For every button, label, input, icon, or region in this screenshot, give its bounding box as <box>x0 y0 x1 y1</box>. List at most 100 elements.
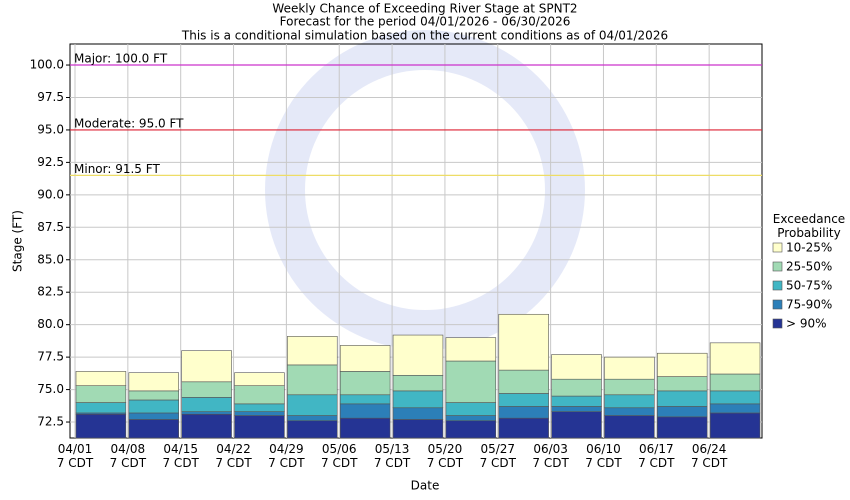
y-tick-label: 87.5 <box>37 220 64 234</box>
bar-segment <box>234 403 285 412</box>
bar-segment <box>709 390 761 405</box>
y-tick-label: 85.0 <box>37 252 64 266</box>
legend-swatch <box>772 318 783 329</box>
y-tick-label: 75.0 <box>37 382 64 396</box>
bar-segment <box>551 411 602 439</box>
bar-segment <box>234 385 285 405</box>
bar-segment <box>339 417 391 439</box>
y-tick-label: 100.0 <box>30 58 64 72</box>
bar-segment <box>551 406 602 412</box>
y-tick-label: 95.0 <box>37 122 64 136</box>
bar-segment <box>709 342 761 375</box>
watermark <box>265 30 585 350</box>
chart-title: Weekly Chance of Exceeding River Stage a… <box>272 2 577 16</box>
x-tick-label: 06/24 7 CDT <box>690 442 728 470</box>
bar-segment <box>657 390 708 407</box>
y-tick-label: 92.5 <box>37 155 64 169</box>
bar-segment <box>392 374 444 392</box>
threshold-label: Moderate: 95.0 FT <box>74 116 184 130</box>
x-tick-label: 04/29 7 CDT <box>268 442 305 470</box>
bar-segment <box>551 378 602 397</box>
bar-segment <box>445 360 497 403</box>
bar-segment <box>657 416 708 439</box>
x-tick-label: 05/13 7 CDT <box>373 442 411 470</box>
legend-swatch <box>772 299 783 310</box>
y-tick-label: 80.0 <box>37 317 64 331</box>
bar-segment <box>181 350 232 383</box>
bar-segment <box>709 412 761 439</box>
bar-segment <box>551 354 602 380</box>
legend-label: 10-25% <box>786 241 832 255</box>
y-tick-label: 97.5 <box>37 90 64 104</box>
bar-segment <box>498 393 549 407</box>
bar-segment <box>339 403 391 419</box>
bar-segment <box>128 390 179 401</box>
legend-label: 25-50% <box>786 260 832 274</box>
bar-segment <box>657 406 708 418</box>
bar-segment <box>498 406 549 419</box>
bar-segment <box>287 420 338 439</box>
legend-label: 50-75% <box>786 279 832 293</box>
bar-segment <box>657 352 708 377</box>
bar-segment <box>445 402 497 416</box>
bar-segment <box>234 372 285 386</box>
y-tick-label: 72.5 <box>37 415 64 429</box>
x-tick-label: 05/06 7 CDT <box>321 442 358 470</box>
x-tick-label: 05/27 7 CDT <box>479 442 516 470</box>
x-tick-label: 06/03 7 CDT <box>532 442 569 470</box>
bar-segment <box>234 415 285 439</box>
bar-segment <box>709 373 761 392</box>
bar-segment <box>392 390 444 409</box>
x-tick-label: 04/22 7 CDT <box>215 442 252 470</box>
y-axis-label: Stage (FT) <box>11 210 25 272</box>
bar-segment <box>287 336 338 366</box>
x-tick-label: 06/17 7 CDT <box>638 442 675 470</box>
chart-subtitle: This is a conditional simulation based o… <box>181 29 668 43</box>
bar-segment <box>128 399 179 414</box>
y-tick-label: 82.5 <box>37 285 64 299</box>
bar-segment <box>75 413 127 439</box>
legend-label: > 90% <box>786 317 827 331</box>
bar-segment <box>75 371 127 386</box>
bar-segment <box>551 395 602 407</box>
x-tick-label: 04/01 7 CDT <box>56 442 94 470</box>
x-tick-label: 06/10 7 CDT <box>585 442 622 470</box>
bar-segment <box>181 413 232 439</box>
bar-segment <box>75 385 127 403</box>
bar-segment <box>339 345 391 372</box>
bar-segment <box>128 412 179 420</box>
bar-segment <box>657 376 708 392</box>
bar-segment <box>75 402 127 414</box>
bar-segment <box>339 371 391 396</box>
threshold-label: Minor: 91.5 FT <box>74 162 160 176</box>
bar-segment <box>498 417 549 439</box>
bar-segment <box>445 420 497 439</box>
bar-segment <box>392 334 444 376</box>
bar-segment <box>392 419 444 439</box>
chart-subtitle: Forecast for the period 04/01/2026 - 06/… <box>280 15 571 29</box>
x-tick-label: 05/20 7 CDT <box>426 442 464 470</box>
bar-segment <box>181 411 232 415</box>
bar-segment <box>445 415 497 422</box>
bar-segment <box>498 369 549 394</box>
bar-segment <box>287 415 338 422</box>
bar-segment <box>604 378 655 396</box>
bar-segment <box>287 394 338 416</box>
bar-segment <box>604 407 655 416</box>
bar-segment <box>498 313 549 371</box>
bar-segment <box>181 397 232 412</box>
legend-label: 75-90% <box>786 298 832 312</box>
bar-segment <box>287 364 338 396</box>
bar-segment <box>128 372 179 392</box>
x-tick-label: 04/15 7 CDT <box>162 442 199 470</box>
y-tick-label: 90.0 <box>37 187 64 201</box>
bar-segment <box>604 356 655 380</box>
legend-swatch <box>772 280 783 291</box>
bar-segment <box>181 381 232 398</box>
bar-segment <box>128 419 179 439</box>
bar-segment <box>604 394 655 409</box>
legend-title: Exceedance Probability <box>772 212 846 240</box>
legend-swatch <box>772 261 783 272</box>
